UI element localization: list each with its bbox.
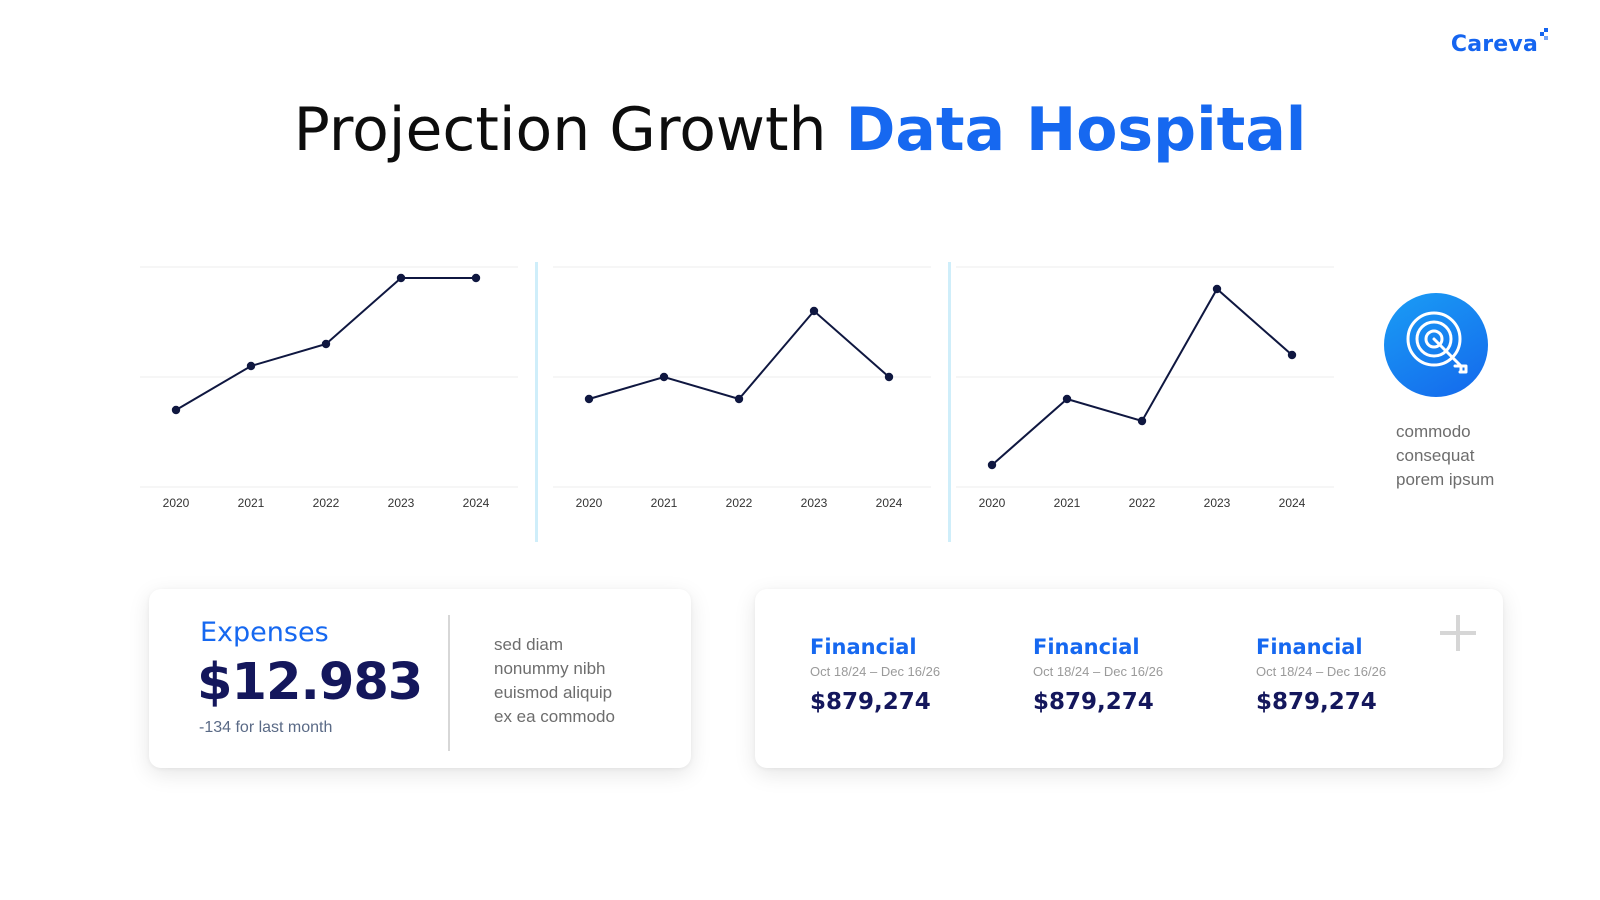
x-tick-label: 2024 [876, 496, 903, 510]
expenses-label: Expenses [200, 617, 329, 648]
data-point [1137, 416, 1147, 426]
expenses-card: Expenses $12.983 -134 for last month sed… [149, 589, 691, 768]
x-tick-label: 2023 [801, 496, 828, 510]
financial-item-value: $879,274 [1256, 689, 1377, 715]
financial-card: Financial Oct 18/24 – Dec 16/26 $879,274… [755, 589, 1503, 768]
x-tick-label: 2021 [238, 496, 265, 510]
plus-icon[interactable] [1440, 615, 1476, 651]
data-point [1212, 284, 1222, 294]
page-title: Projection Growth Data Hospital [0, 88, 1600, 172]
brand-logo: Careva [1450, 28, 1548, 57]
line-chart-1-svg: 2020 2021 2022 2023 2024 [140, 266, 518, 510]
financial-item: Financial Oct 18/24 – Dec 16/26 $879,274 [1033, 635, 1233, 715]
expenses-note-line: ex ea commodo [494, 707, 615, 726]
financial-item-value: $879,274 [1033, 689, 1154, 715]
brand-name: Careva [1450, 32, 1538, 57]
x-tick-label: 2022 [726, 496, 753, 510]
data-point [809, 306, 819, 316]
goal-note-line: commodo [1396, 422, 1471, 441]
page-title-plain: Projection Growth [293, 95, 827, 165]
line-chart-3: 2020 2021 2022 2023 2024 [956, 255, 1334, 535]
financial-item-date: Oct 18/24 – Dec 16/26 [1033, 664, 1164, 679]
expenses-note-line: nonummy nibh [494, 659, 606, 678]
data-point [1287, 350, 1297, 360]
financial-item-date: Oct 18/24 – Dec 16/26 [810, 664, 941, 679]
data-point [1062, 394, 1072, 404]
x-tick-label: 2020 [163, 496, 190, 510]
target-arrow-icon [1384, 293, 1488, 397]
x-tick-label: 2024 [1279, 496, 1306, 510]
data-point [884, 372, 894, 382]
x-tick-label: 2022 [1129, 496, 1156, 510]
expenses-note-line: euismod aliquip [494, 683, 613, 702]
line-chart-1: 2020 2021 2022 2023 2024 [140, 255, 518, 535]
goal-note-line: porem ipsum [1396, 470, 1495, 489]
data-point [584, 394, 594, 404]
financial-item: Financial Oct 18/24 – Dec 16/26 $879,274 [1256, 635, 1456, 715]
line-chart-3-svg: 2020 2021 2022 2023 2024 [956, 266, 1334, 510]
x-tick-label: 2021 [1054, 496, 1081, 510]
expenses-note-line: sed diam [494, 635, 563, 654]
x-tick-label: 2020 [576, 496, 603, 510]
data-point [321, 339, 331, 349]
data-point [396, 273, 406, 283]
data-point [246, 361, 256, 371]
chart-divider [535, 262, 538, 542]
page-title-highlight: Data Hospital [845, 95, 1307, 165]
goal-note: commodo consequat porem ipsum [1396, 420, 1536, 492]
data-point [471, 273, 481, 283]
data-point [987, 460, 997, 470]
series-line [588, 309, 890, 401]
line-chart-2-svg: 2020 2021 2022 2023 2024 [553, 266, 931, 510]
goal-note-line: consequat [1396, 446, 1475, 465]
data-point [734, 394, 744, 404]
expenses-subtext: -134 for last month [199, 719, 333, 736]
x-tick-label: 2023 [388, 496, 415, 510]
x-tick-label: 2022 [313, 496, 340, 510]
financial-item-date: Oct 18/24 – Dec 16/26 [1256, 664, 1387, 679]
expenses-note: sed diam nonummy nibh euismod aliquip ex… [494, 633, 684, 729]
data-point [659, 372, 669, 382]
financial-item-title: Financial [810, 635, 917, 659]
financial-item: Financial Oct 18/24 – Dec 16/26 $879,274 [810, 635, 1010, 715]
expenses-value: $12.983 [197, 653, 423, 712]
expenses-separator [448, 615, 450, 751]
x-tick-label: 2021 [651, 496, 678, 510]
chart-divider [948, 262, 951, 542]
x-tick-label: 2020 [979, 496, 1006, 510]
data-point [171, 405, 181, 415]
x-tick-label: 2023 [1204, 496, 1231, 510]
financial-item-title: Financial [1256, 635, 1363, 659]
x-tick-label: 2024 [463, 496, 490, 510]
financial-item-value: $879,274 [810, 689, 931, 715]
logo-dots-icon [1538, 28, 1548, 40]
financial-item-title: Financial [1033, 635, 1140, 659]
line-chart-2: 2020 2021 2022 2023 2024 [553, 255, 931, 535]
